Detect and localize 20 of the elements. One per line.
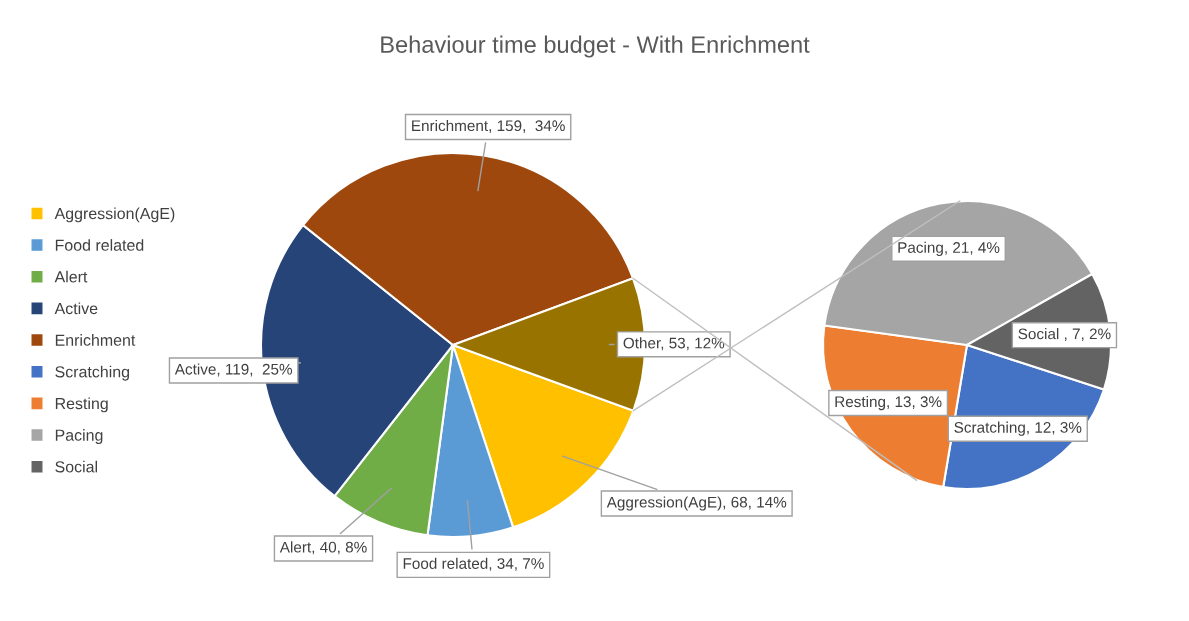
category-label: Aggression(AgE), 68, 14% bbox=[606, 496, 787, 511]
category-label: Pacing, 21, 4% bbox=[898, 241, 1000, 256]
category-label: Resting, 13, 3% bbox=[835, 395, 942, 411]
legend-label: Active bbox=[54, 302, 98, 315]
legend-label: Scratching bbox=[55, 365, 129, 381]
category-label: Social , 7, 2% bbox=[1018, 328, 1111, 342]
category-label: Alert, 40, 8% bbox=[279, 541, 367, 555]
legend-label: Alert bbox=[54, 270, 88, 283]
category-label: Scratching, 12, 3% bbox=[954, 421, 1082, 436]
legend-label: Food related bbox=[55, 239, 144, 251]
legend-label: Aggression(AgE) bbox=[54, 207, 175, 223]
category-label: Food related, 34, 7% bbox=[403, 557, 544, 571]
slice-label: Other, 53, 12% bbox=[623, 337, 725, 351]
category-label: Active, 119, 25% bbox=[174, 363, 293, 377]
category-label: Enrichment, 159, 34% bbox=[412, 119, 565, 133]
legend-label: Resting bbox=[55, 397, 108, 413]
legend-label: Social bbox=[55, 460, 98, 473]
chart-title: Behaviour time budget - With Enrichment bbox=[381, 35, 810, 58]
legend-label: Enrichment bbox=[55, 334, 136, 346]
legend-label: Pacing bbox=[55, 429, 103, 444]
